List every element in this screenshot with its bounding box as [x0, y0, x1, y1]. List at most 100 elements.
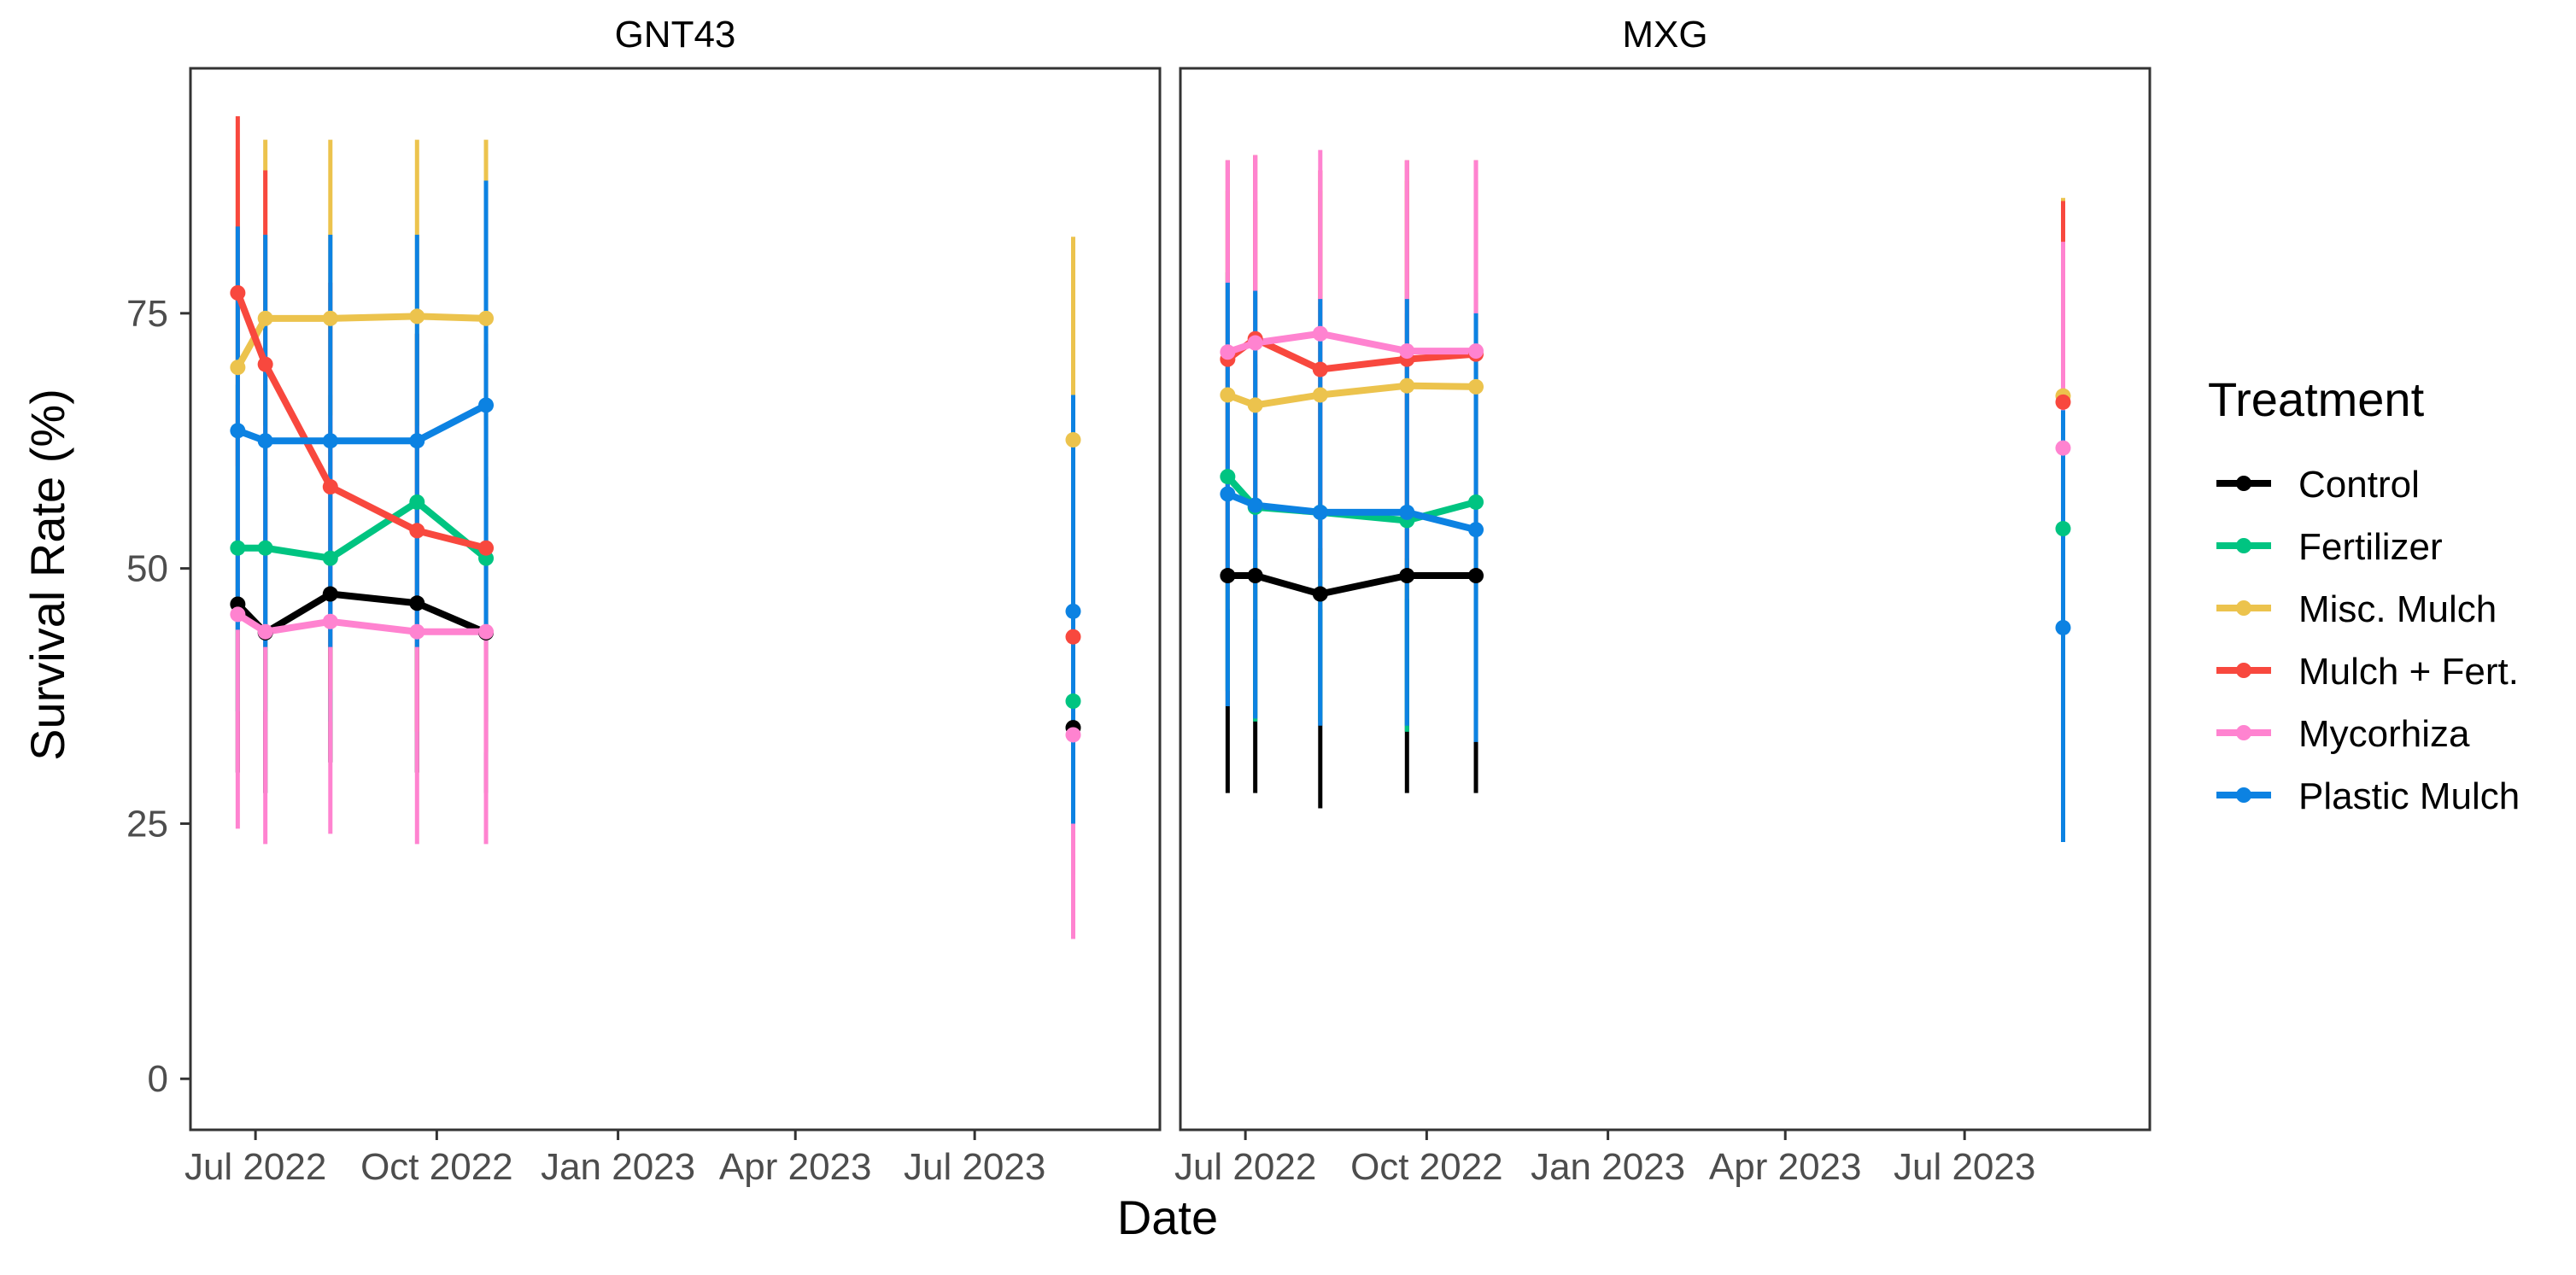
facet-title: GNT43	[615, 14, 736, 56]
legend-key-point	[2236, 538, 2251, 553]
series-line	[1227, 330, 1477, 356]
x-tick-label: Oct 2022	[360, 1146, 513, 1188]
series-line	[1227, 572, 1477, 598]
x-tick-label: Apr 2023	[719, 1146, 872, 1188]
data-point	[1468, 494, 1484, 510]
legend-key-point	[2236, 600, 2251, 616]
data-point	[409, 623, 425, 640]
data-point	[2055, 440, 2071, 456]
legend-key-point	[2236, 663, 2251, 678]
x-tick-label: Jul 2023	[904, 1146, 1045, 1188]
series-line	[236, 401, 488, 445]
legend-label: Fertilizer	[2298, 526, 2443, 568]
panel-border	[1179, 67, 2152, 1132]
y-tick-label: 25	[126, 803, 168, 845]
x-tick-label: Jan 2023	[1531, 1146, 1685, 1188]
legend: Treatment Control Fertilizer Misc. Mulch Mu…	[2208, 372, 2520, 817]
data-point	[230, 360, 246, 376]
x-tick-label: Jul 2022	[1174, 1146, 1316, 1188]
legend-label: Mycorhiza	[2298, 713, 2470, 755]
y-tick-label: 0	[148, 1058, 168, 1100]
series-line	[237, 498, 489, 562]
y-tick-label: 50	[126, 548, 168, 590]
data-point	[1220, 387, 1236, 403]
data-point	[2055, 394, 2071, 410]
data-point	[1312, 504, 1328, 520]
data-point	[1065, 603, 1081, 619]
data-point	[1399, 377, 1415, 394]
data-point	[478, 623, 495, 640]
legend-label: Control	[2298, 464, 2420, 506]
data-point	[409, 433, 425, 449]
data-point	[1312, 387, 1328, 403]
data-point	[1065, 432, 1081, 448]
x-tick-label: Jul 2023	[1894, 1146, 2035, 1188]
data-point	[230, 284, 246, 301]
y-tick-label: 75	[126, 293, 168, 335]
data-point	[1468, 343, 1484, 360]
legend-key-point	[2236, 787, 2251, 803]
data-point	[1247, 497, 1263, 513]
data-point	[257, 540, 273, 556]
data-point	[1220, 344, 1236, 360]
y-axis-title: Survival Rate (%)	[20, 389, 74, 761]
data-point	[478, 397, 495, 413]
legend-key-point	[2236, 725, 2251, 740]
legend-item: Fertilizer	[2216, 526, 2443, 568]
legend-label: Mulch + Fert.	[2298, 651, 2519, 693]
data-point	[1312, 361, 1328, 377]
data-point	[1220, 568, 1236, 584]
legend-title: Treatment	[2208, 372, 2425, 426]
data-point	[1065, 727, 1081, 743]
data-point	[1468, 522, 1484, 538]
data-point	[1312, 325, 1328, 342]
legend-item: Plastic Mulch	[2216, 775, 2520, 817]
facet-panel-mxg: MXG Jul 2022 Oct 2022 Jan 2023 Apr 2023 Jul 2…	[1174, 14, 2152, 1188]
data-point	[257, 310, 273, 326]
data-point	[322, 550, 338, 566]
data-point	[1247, 397, 1263, 413]
series-line	[234, 313, 487, 370]
legend-item: Control	[2216, 464, 2420, 506]
panel-border	[189, 67, 1162, 1132]
data-point	[230, 606, 246, 623]
data-point	[1312, 586, 1328, 602]
facet-title: MXG	[1622, 14, 1707, 56]
x-axis-title: Date	[1117, 1190, 1218, 1244]
data-point	[1468, 378, 1484, 395]
data-point	[1399, 343, 1415, 360]
legend-label: Misc. Mulch	[2298, 588, 2497, 630]
data-point	[2055, 619, 2071, 635]
data-point	[257, 623, 273, 640]
data-point	[409, 494, 425, 510]
facet-panel-gnt43: GNT43 0 25 50 75 Jul 2022 Oct 2022 Jan 2023 Apr …	[126, 14, 1162, 1188]
data-point	[1247, 568, 1263, 584]
data-point	[1065, 693, 1081, 710]
data-point	[478, 310, 495, 326]
data-point	[257, 356, 273, 372]
legend-label: Plastic Mulch	[2298, 775, 2520, 817]
data-point	[478, 540, 495, 556]
data-point	[1247, 335, 1263, 351]
data-point	[322, 310, 338, 326]
data-point	[230, 540, 246, 556]
data-point	[1468, 568, 1484, 584]
data-point	[1065, 629, 1081, 645]
x-tick-label: Oct 2022	[1350, 1146, 1503, 1188]
data-point	[322, 433, 338, 449]
data-point	[1399, 504, 1415, 520]
series-line	[234, 291, 488, 552]
data-point	[409, 523, 425, 539]
data-point	[322, 479, 338, 495]
legend-item: Mycorhiza	[2216, 713, 2470, 755]
data-point	[409, 595, 425, 611]
data-point	[322, 586, 338, 602]
data-point	[1220, 469, 1236, 485]
series-line	[1226, 382, 1477, 409]
x-tick-label: Jan 2023	[541, 1146, 695, 1188]
data-point	[1399, 568, 1415, 584]
x-tick-label: Jul 2022	[184, 1146, 326, 1188]
x-tick-label: Apr 2023	[1709, 1146, 1862, 1188]
legend-item: Mulch + Fert.	[2216, 651, 2519, 693]
